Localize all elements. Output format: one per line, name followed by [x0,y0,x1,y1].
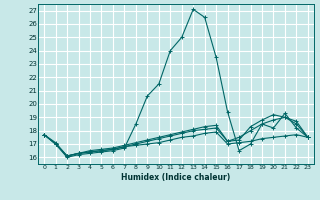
X-axis label: Humidex (Indice chaleur): Humidex (Indice chaleur) [121,173,231,182]
